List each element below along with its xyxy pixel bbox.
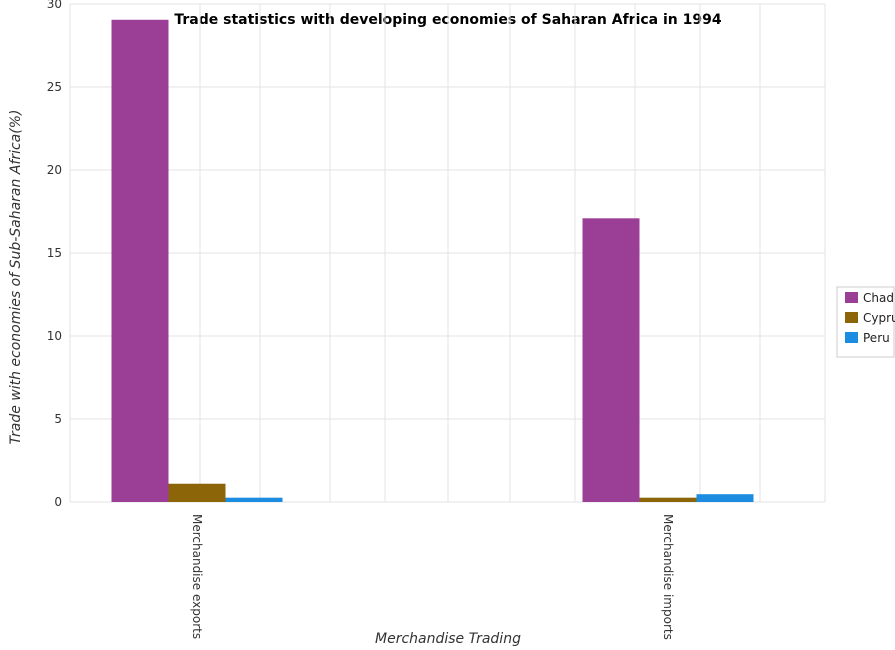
legend-label: Peru: [863, 331, 890, 345]
grid: [69, 3, 826, 503]
bars: [111, 19, 754, 503]
legend-swatch: [845, 292, 858, 303]
y-axis: 0 5 10 15 20 25 30: [47, 0, 62, 509]
x-tick-label: Merchandise imports: [661, 514, 675, 640]
x-tick-label: Merchandise exports: [190, 514, 204, 639]
x-axis-title: Merchandise Trading: [375, 631, 521, 647]
y-tick-label: 30: [47, 0, 62, 11]
y-tick-label: 0: [54, 495, 62, 509]
bar-chad: [582, 218, 640, 502]
legend: Chad Cyprus Peru: [836, 286, 895, 358]
bar-cyprus: [168, 483, 226, 502]
y-tick-label: 15: [47, 246, 62, 260]
y-tick-label: 25: [47, 80, 62, 94]
bar-peru: [225, 497, 283, 502]
legend-label: Chad: [863, 291, 894, 305]
y-tick-label: 10: [47, 329, 62, 343]
legend-swatch: [845, 312, 858, 323]
bar-cyprus: [639, 497, 697, 502]
y-axis-title: Trade with economies of Sub-Saharan Afri…: [8, 110, 24, 445]
y-tick-label: 20: [47, 163, 62, 177]
bar-peru: [696, 494, 754, 502]
y-tick-label: 5: [54, 412, 62, 426]
x-axis: Merchandise exports Merchandise imports: [190, 514, 675, 640]
legend-swatch: [845, 332, 858, 343]
legend-label: Cyprus: [863, 311, 895, 325]
bar-chad: [111, 19, 169, 503]
